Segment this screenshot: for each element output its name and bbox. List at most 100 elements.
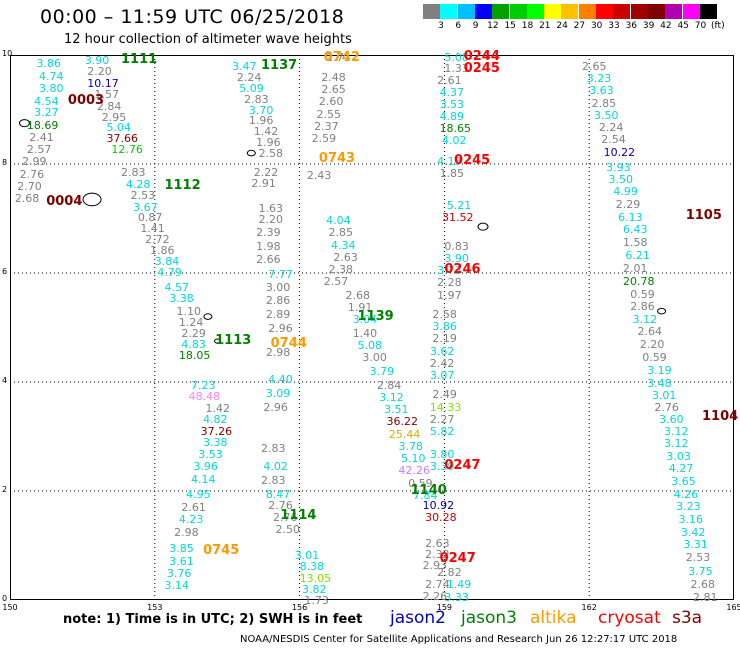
wave-height-value: 12.76 [111,143,143,157]
track-id-label: 0247 [444,458,481,474]
wave-height-value: 2.96 [263,400,288,414]
wave-height-value: 2.53 [130,189,156,203]
wave-height-value: 3.12 [664,425,689,439]
wave-height-value: 3.61 [169,554,194,568]
wave-height-value: 4.28 [125,177,151,191]
track-id-label: 1114 [280,507,317,523]
wave-height-value: 3.73 [437,264,462,278]
wave-height-value: 3.00 [362,351,387,365]
color-swatch [647,4,665,19]
wave-height-value: 31.52 [441,210,474,224]
wave-height-value: 2.28 [437,276,462,290]
wave-height-value: 5.08 [444,51,469,64]
wave-height-value: 2.82 [437,565,462,579]
color-tick-label: 33 [608,21,620,31]
wave-height-value: 1.57 [94,88,119,102]
wave-height-value: 3.90 [84,54,110,68]
wave-height-value: 3.42 [680,525,706,539]
wave-height-value: 3.48 [647,377,672,391]
wave-height-value: 0.87 [137,211,163,225]
wave-height-value: 6.13 [618,211,643,225]
legend-entry-jason2: jason2 [390,608,446,628]
wave-height-value: 3.78 [398,440,424,454]
track-id-label: 0744 [270,335,307,351]
map-title: 00:00 – 11:59 UTC 06/25/2018 [40,6,345,28]
wave-height-value: 2.70 [17,179,42,193]
wave-height-value: 3.76 [166,566,192,580]
wave-height-value: 1.10 [176,305,202,319]
color-swatch [474,4,492,19]
wave-height-value: 3.80 [429,447,455,461]
wave-height-value: 2.86 [265,294,291,308]
color-unit-label: (ft) [711,21,725,31]
wave-height-value: 2.86 [630,299,655,313]
wave-height-value: 4.02 [263,460,288,474]
wave-height-value: 4.83 [181,337,206,351]
wave-height-value: 2.72 [145,233,170,247]
wave-height-value: 5.21 [446,198,472,212]
wave-height-value: 2.71 [326,51,351,64]
wave-height-value: 2.64 [637,325,662,339]
longitude-label: 150 [2,603,18,612]
wave-height-value: 2.83 [260,474,286,488]
map-subtitle: 12 hour collection of altimeter wave hei… [64,32,352,47]
wave-height-value: 2.50 [275,523,300,537]
wave-height-value: 3.67 [133,200,158,214]
track-id-label: 0743 [318,150,356,166]
wave-height-value: 2.84 [96,99,122,113]
wave-height-value: 3.53 [439,98,465,112]
wave-height-value: 18.05 [178,348,211,362]
wave-height-value: 1.96 [248,114,274,128]
wave-height-value: 36.22 [386,415,418,429]
wave-height-value: 4.99 [613,185,638,199]
track-id-label: 0245 [463,60,500,76]
legend-entry-jason3: jason3 [461,608,517,628]
wave-height-value: 1.96 [256,136,281,150]
wave-height-value: 30.28 [425,511,457,525]
wave-height-value: 3.75 [688,564,713,578]
wave-height-value: 2.26 [422,589,448,603]
color-swatch [630,4,648,19]
wave-height-value: 6.21 [625,249,650,262]
wave-height-value: 2.74 [425,577,450,591]
wave-height-value: 3.04 [352,313,378,327]
color-swatch [423,4,440,19]
wave-height-value: 48.48 [188,389,221,403]
longitude-label: 153 [147,603,163,612]
color-tick-label: 24 [556,21,568,31]
wave-height-value: 2.83 [121,166,146,180]
wave-height-value: 3.70 [248,103,274,117]
track-id-label: 1137 [260,57,298,73]
color-tick-label: 21 [539,21,551,31]
wave-height-value: 14.33 [429,400,462,414]
wave-height-value: 2.91 [251,177,276,191]
wave-height-value: 2.41 [29,130,54,144]
island-outline [477,222,489,231]
map-frame [10,55,734,600]
longitude-label: 165 [726,603,740,612]
wave-height-value: 2.01 [622,261,648,275]
wave-height-value: 2.48 [321,70,346,84]
wave-height-value: 2.39 [256,226,281,240]
track-id-label: 0745 [203,542,240,558]
wave-height-value: 3.85 [169,542,194,556]
wave-height-value: 2.61 [437,73,462,87]
wave-height-value: 3.51 [384,403,409,417]
wave-height-value: 7.23 [191,378,216,392]
wave-height-value: 5.10 [400,452,426,466]
color-scale-bar: 3 6 9 12 15 18 21 24 27 30 33 36 39 42 45 70 (ft) [423,4,730,34]
wave-height-value: 1.42 [253,125,279,139]
wave-height-value: 1.49 [446,577,472,591]
track-id-label: 0247 [439,551,476,567]
wave-height-value: 3.23 [676,500,701,514]
color-tick-label: 15 [504,21,516,31]
wave-height-value: 3.12 [664,437,689,451]
wave-height-value: 10.17 [87,77,119,91]
wave-height-value: 3.50 [594,108,619,122]
wave-height-value: 3.19 [647,364,672,377]
color-tick-label: 36 [625,21,638,31]
wave-height-value: 1.98 [256,239,281,253]
wave-height-value: 1.85 [439,167,465,181]
wave-height-value: 3.00 [265,280,291,294]
wave-height-value: 2.61 [181,501,206,515]
